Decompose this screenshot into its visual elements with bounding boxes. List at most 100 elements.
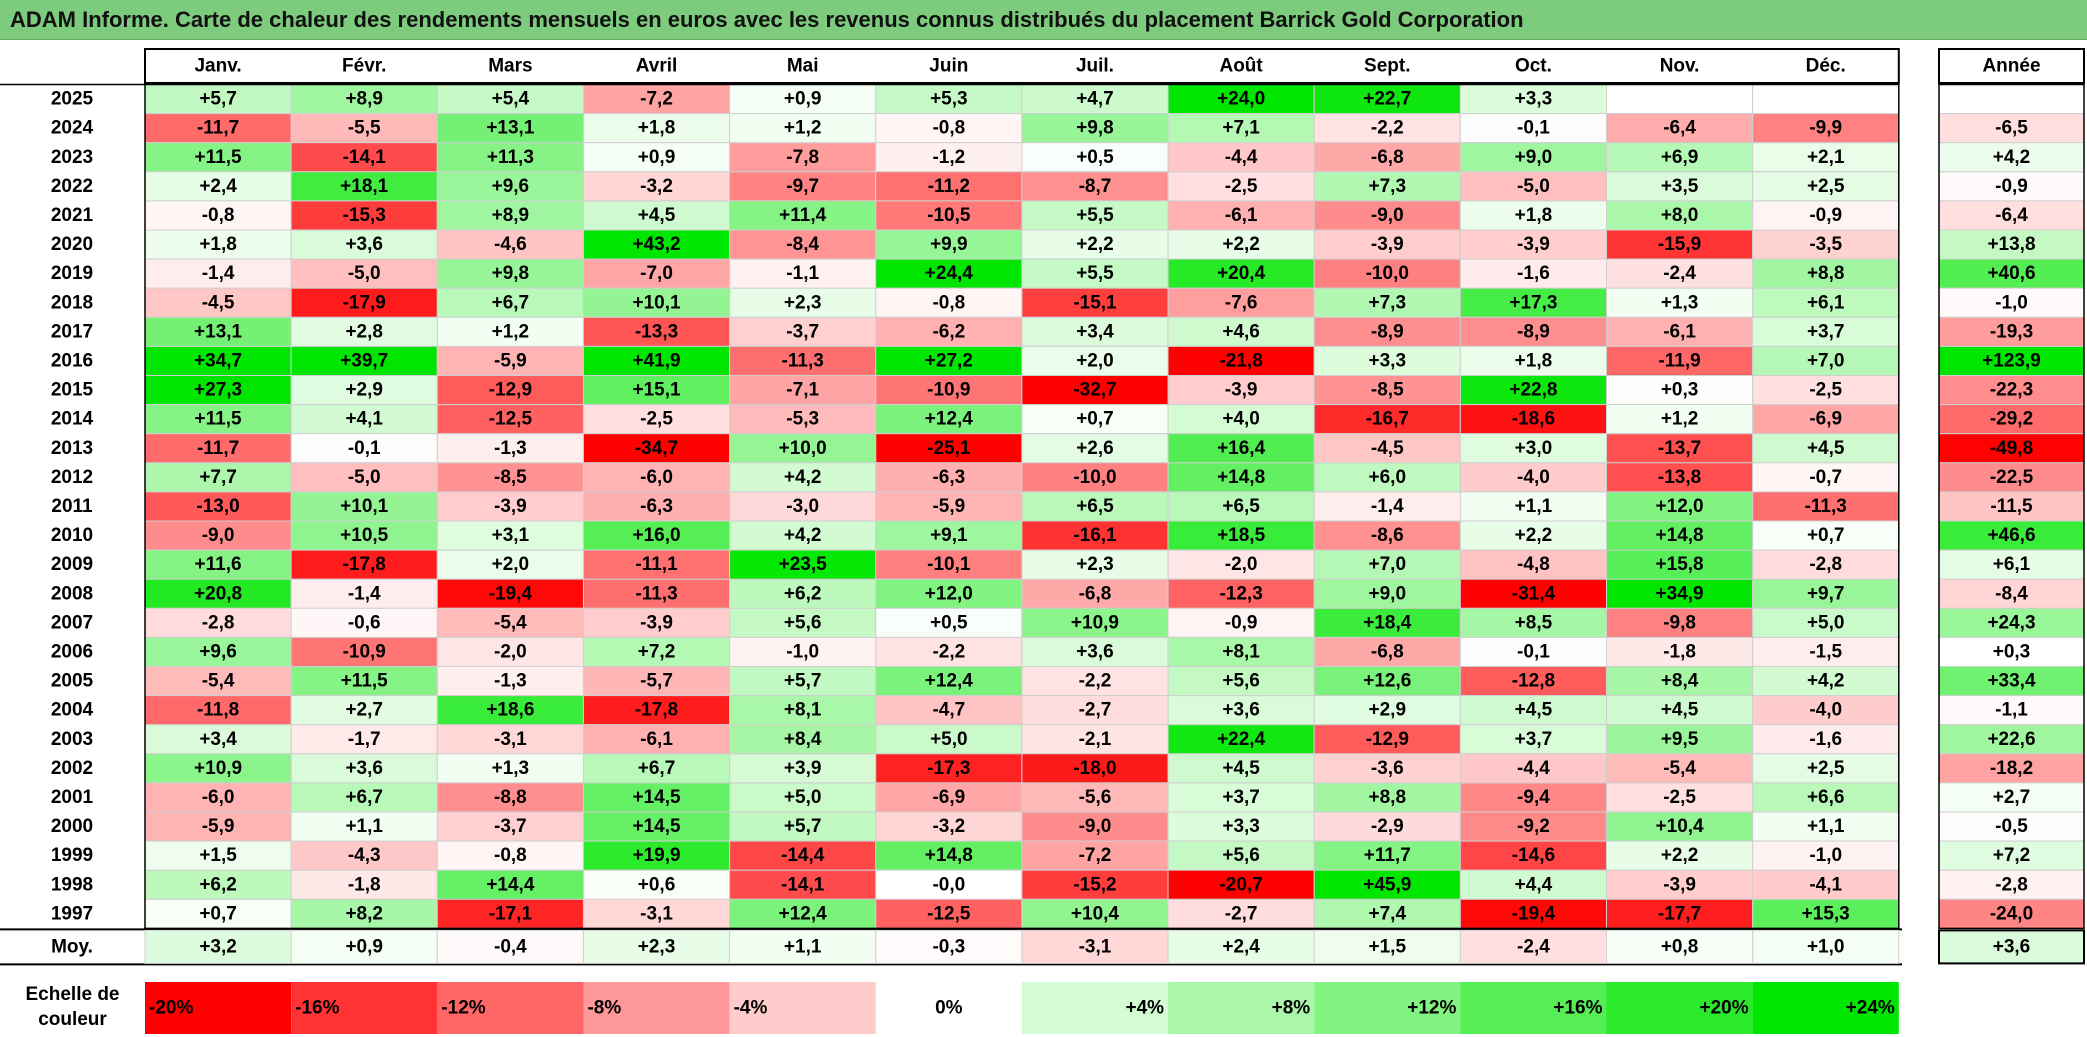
heat-cell xyxy=(729,607,877,638)
annual-cell-value: +6,1 xyxy=(1993,554,2031,575)
heat-cell-value: +5,6 xyxy=(1222,845,1260,866)
heat-cell-value: +5,3 xyxy=(930,89,968,110)
heat-cell-value: +9,0 xyxy=(1369,583,1407,604)
annual-cell-value: +123,9 xyxy=(1982,350,2041,371)
heat-cell-value: +7,2 xyxy=(638,641,676,662)
heat-cell-value: +6,5 xyxy=(1222,496,1260,517)
heat-cell xyxy=(1459,113,1607,144)
year-label: 2002 xyxy=(51,758,93,779)
heat-cell-value: -21,8 xyxy=(1219,350,1262,371)
heat-cell xyxy=(290,695,438,726)
heat-cell-value: -3,7 xyxy=(494,816,527,837)
heat-cell xyxy=(436,549,584,580)
heat-cell xyxy=(1021,869,1169,900)
heat-cell xyxy=(582,520,731,551)
heat-cell xyxy=(290,258,438,289)
heat-cell-value: -15,9 xyxy=(1658,234,1701,255)
heat-cell-value: -11,7 xyxy=(197,438,239,459)
annual-cell-value: -1,1 xyxy=(1995,700,2028,721)
heat-cell xyxy=(290,200,438,231)
heat-cell-value: +1,3 xyxy=(1661,292,1699,313)
heat-cell-value: +8,2 xyxy=(345,903,383,924)
heat-cell-value: +1,3 xyxy=(492,758,530,779)
heat-cell xyxy=(582,869,731,900)
heat-cell-value: +34,9 xyxy=(1656,583,1704,604)
heat-cell-value: -11,3 xyxy=(1805,496,1847,517)
year-label: 2025 xyxy=(51,89,94,110)
heat-cell-value: -6,4 xyxy=(1663,118,1696,139)
heat-cell xyxy=(1752,578,1900,609)
heat-cell-value: +23,5 xyxy=(779,554,828,575)
heat-cell-value: -3,2 xyxy=(932,816,965,837)
heat-cell-value: +6,7 xyxy=(345,787,383,808)
heat-cell-value: -18,6 xyxy=(1512,409,1555,430)
heat-cell-value: -9,0 xyxy=(1371,205,1404,226)
heat-cell-value: -14,1 xyxy=(343,147,387,168)
heat-cell-value: -9,9 xyxy=(1809,118,1842,139)
scale-stop-label: +16% xyxy=(1553,998,1602,1019)
heat-cell xyxy=(1606,782,1754,813)
heat-cell-value: -17,9 xyxy=(343,292,386,313)
heat-cell-value: +10,5 xyxy=(340,525,389,546)
heat-cell-value: -14,1 xyxy=(781,874,825,895)
heat-cell-value: +15,3 xyxy=(1802,903,1850,924)
heat-cell-value: +18,1 xyxy=(340,176,389,197)
heat-cell-value: +2,2 xyxy=(1661,845,1699,866)
heat-cell xyxy=(1459,724,1607,755)
heat-cell-value: +34,7 xyxy=(194,350,242,371)
heat-cell xyxy=(144,898,292,929)
heat-cell-value: +6,1 xyxy=(1807,292,1845,313)
heat-cell xyxy=(1459,200,1607,231)
heat-cell-value: -3,6 xyxy=(1371,758,1404,779)
heat-cell xyxy=(1021,520,1169,551)
heat-cell xyxy=(290,287,438,318)
average-cell xyxy=(144,929,292,964)
heat-cell xyxy=(1167,462,1315,493)
heat-cell xyxy=(436,666,584,697)
heat-cell-value: +4,4 xyxy=(1515,874,1553,895)
heat-cell-value: -15,1 xyxy=(1073,292,1117,313)
heat-cell xyxy=(290,229,438,260)
heat-cell xyxy=(436,753,584,784)
heat-cell xyxy=(1167,404,1315,435)
average-cell-value: -3,1 xyxy=(1079,936,1112,957)
heat-cell xyxy=(1021,753,1169,784)
heat-cell-value: +19,9 xyxy=(632,845,680,866)
heat-cell-value: -32,7 xyxy=(1073,380,1116,401)
heat-cell xyxy=(582,753,731,784)
year-label: 2022 xyxy=(51,176,93,197)
heat-cell-value: +4,2 xyxy=(784,525,822,546)
heat-cell-value: -1,0 xyxy=(1809,845,1842,866)
heat-cell-value: -5,4 xyxy=(1663,758,1696,779)
heat-cell-value: -2,0 xyxy=(494,641,527,662)
heat-cell-value: -6,8 xyxy=(1371,641,1404,662)
heat-cell xyxy=(582,898,731,929)
heat-cell-value: +5,7 xyxy=(784,816,822,837)
heat-cell-value: +9,6 xyxy=(492,176,530,197)
annual-cell-value: -19,3 xyxy=(1990,321,2033,342)
scale-swatch xyxy=(437,982,584,1034)
average-cell xyxy=(582,929,731,964)
month-header: Août xyxy=(1219,56,1263,77)
heat-cell xyxy=(1313,491,1461,522)
heat-cell xyxy=(1752,113,1900,144)
heat-cell-value: +2,9 xyxy=(345,380,383,401)
heat-cell xyxy=(1459,578,1607,609)
heat-cell-value: -2,2 xyxy=(1079,671,1112,692)
heat-cell-value: -2,9 xyxy=(1371,816,1404,837)
heat-cell-value: -5,7 xyxy=(640,671,673,692)
year-label: 2009 xyxy=(51,554,93,575)
heat-cell xyxy=(144,607,292,638)
heat-cell-value: +1,1 xyxy=(345,816,383,837)
scale-swatch xyxy=(729,982,876,1034)
heat-cell-value: -3,2 xyxy=(640,176,673,197)
heat-cell-value: +18,5 xyxy=(1217,525,1266,546)
heat-cell xyxy=(1459,142,1607,173)
heat-cell xyxy=(582,229,731,260)
month-header-row xyxy=(144,48,1900,84)
heat-cell-value: +14,8 xyxy=(1656,525,1704,546)
heat-cell-value: +12,0 xyxy=(925,583,973,604)
heat-cell xyxy=(875,142,1023,173)
year-label: 1998 xyxy=(51,874,93,895)
heat-cell-value: +7,7 xyxy=(199,467,237,488)
